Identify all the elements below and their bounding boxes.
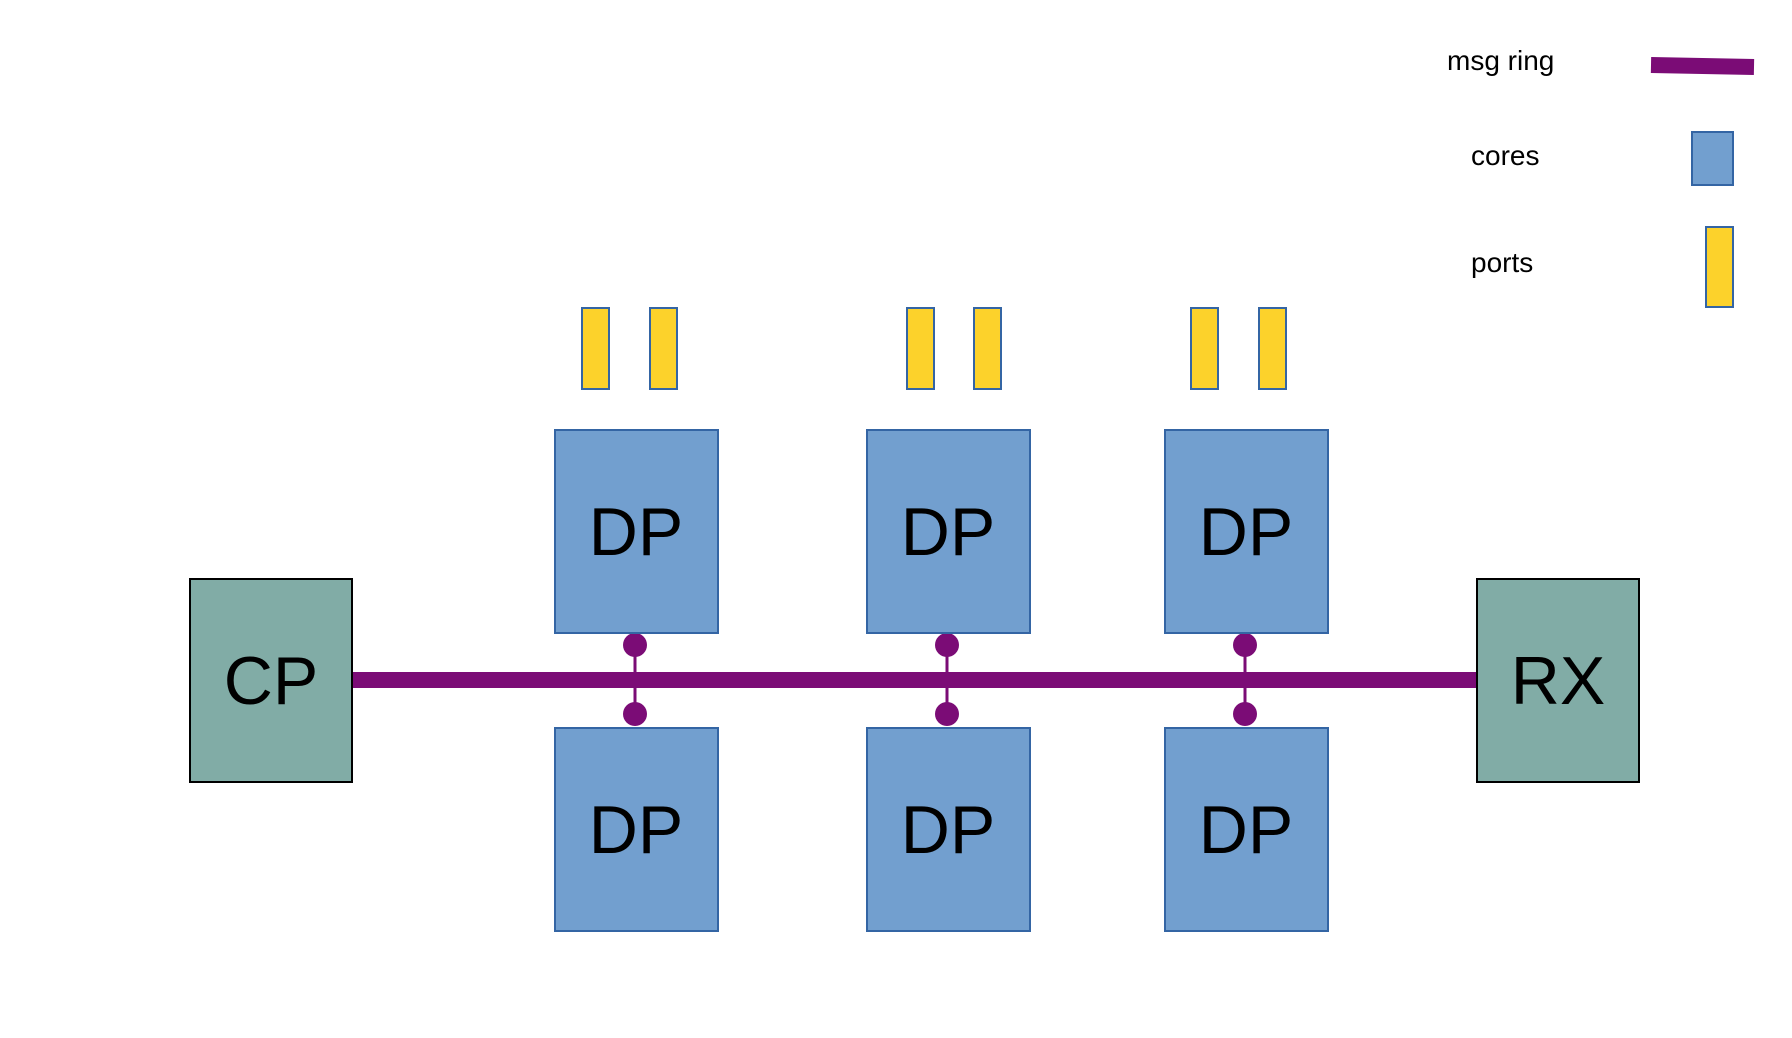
port: [1190, 307, 1219, 390]
cp-node: CP: [189, 578, 353, 783]
legend-port-swatch: [1705, 226, 1734, 308]
legend-ring-label: msg ring: [1447, 45, 1554, 76]
rx-label: RX: [1511, 643, 1605, 719]
port: [973, 307, 1002, 390]
port: [906, 307, 935, 390]
dp-core-box: [866, 429, 1031, 634]
dp-core-label: DP: [589, 792, 683, 868]
dp-core-box: [1164, 429, 1329, 634]
dp-core-box: [866, 727, 1031, 932]
cp-box: [189, 578, 353, 783]
ports: [581, 307, 1287, 390]
dp-core-label: DP: [901, 494, 995, 570]
connector-dot: [1233, 702, 1257, 726]
legend: msg ring cores ports: [1447, 45, 1755, 308]
dp-core-box: [554, 429, 719, 634]
rx-node: RX: [1476, 578, 1640, 783]
legend-ring-swatch: [1650, 57, 1755, 75]
connector-dot: [935, 633, 959, 657]
dp-top-row: DP DP DP: [554, 429, 1329, 634]
port: [1258, 307, 1287, 390]
port: [649, 307, 678, 390]
connector-dot: [623, 633, 647, 657]
port: [581, 307, 610, 390]
connector-dot: [623, 702, 647, 726]
cp-label: CP: [224, 643, 318, 719]
dp-bottom-row: DP DP DP: [554, 727, 1329, 932]
dp-core-box: [1164, 727, 1329, 932]
dp-core-label: DP: [1199, 792, 1293, 868]
ring-connectors: [623, 633, 1257, 726]
legend-cores-label: cores: [1471, 140, 1539, 171]
legend-ports-label: ports: [1471, 247, 1533, 278]
rx-box: [1476, 578, 1640, 783]
legend-core-swatch: [1691, 131, 1734, 186]
dp-core-box: [554, 727, 719, 932]
connector-dot: [935, 702, 959, 726]
dp-core-label: DP: [901, 792, 995, 868]
connector-dot: [1233, 633, 1257, 657]
dp-core-label: DP: [589, 494, 683, 570]
dp-core-label: DP: [1199, 494, 1293, 570]
